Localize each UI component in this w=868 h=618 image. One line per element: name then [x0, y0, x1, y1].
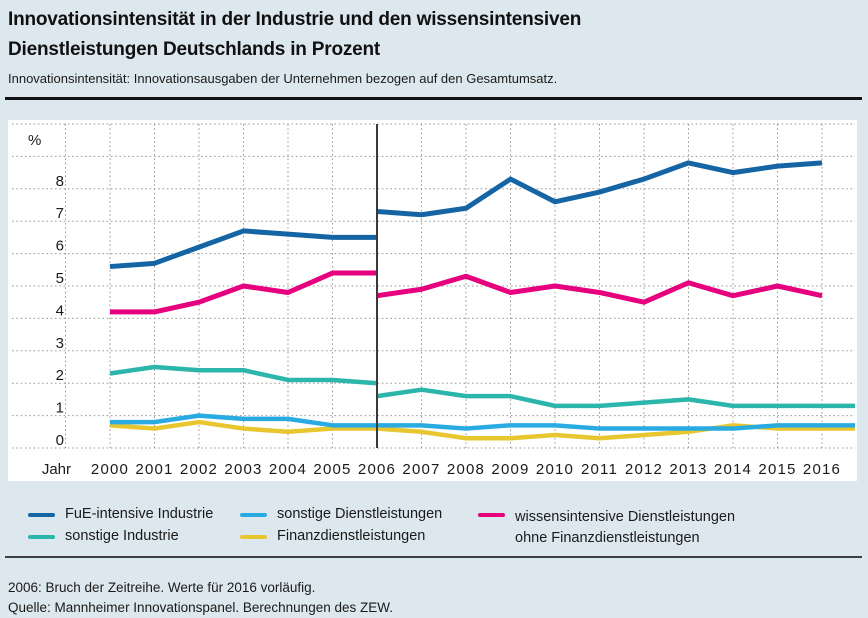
legend-item-fue-intensive-industrie: FuE-intensive Industrie [28, 506, 214, 523]
chart-subtitle: Innovationsintensität: Innovationsausgab… [8, 71, 558, 86]
legend-item-finanzdienstleistungen: Finanzdienstleistungen [240, 528, 426, 545]
svg-text:2007: 2007 [402, 461, 440, 478]
svg-text:3: 3 [56, 335, 64, 352]
legend-swatch-finanzdienstleistungen [240, 534, 267, 539]
svg-text:8: 8 [56, 173, 64, 190]
legend-label: sonstige Industrie [65, 528, 179, 544]
legend-label: Finanzdienstleistungen [277, 528, 426, 544]
legend-item-sonstige-dienstleistungen: sonstige Dienstleistungen [240, 506, 443, 523]
legend-label: sonstige Dienstleistungen [277, 506, 443, 522]
svg-text:2005: 2005 [313, 461, 351, 478]
top-divider [5, 97, 862, 100]
svg-text:%: % [28, 132, 41, 149]
footnote-source: Quelle: Mannheimer Innovationspanel. Ber… [8, 600, 393, 615]
legend-swatch-fue-intensive-industrie [28, 512, 55, 517]
svg-text:2000: 2000 [91, 461, 129, 478]
svg-text:2010: 2010 [536, 461, 574, 478]
svg-text:2008: 2008 [447, 461, 485, 478]
legend-divider [5, 556, 862, 558]
legend-swatch-sonstige-industrie [28, 534, 55, 539]
svg-text:Jahr: Jahr [42, 461, 71, 478]
svg-text:2004: 2004 [269, 461, 307, 478]
svg-text:4: 4 [56, 302, 64, 319]
svg-text:2: 2 [56, 367, 64, 384]
svg-text:2009: 2009 [491, 461, 529, 478]
title-line-2: Dienstleistungen Deutschlands in Prozent [8, 39, 381, 60]
page-title: Innovationsintensität in der Industrie u… [8, 5, 581, 65]
svg-text:2011: 2011 [581, 461, 618, 478]
svg-text:2002: 2002 [180, 461, 218, 478]
innovation-intensity-line-chart: % 0 1 2 3 4 5 6 7 8 2000 2001 2002 2003 2004 2005 2006 20… [12, 123, 855, 478]
svg-text:5: 5 [56, 270, 64, 287]
svg-text:2016: 2016 [803, 461, 841, 478]
svg-text:0: 0 [56, 432, 64, 449]
footnote-break-note: 2006: Bruch der Zeitreihe. Werte für 201… [8, 580, 316, 595]
svg-text:2012: 2012 [625, 461, 663, 478]
svg-text:1: 1 [56, 400, 64, 417]
chart-panel: % 0 1 2 3 4 5 6 7 8 2000 2001 2002 2003 2004 2005 2006 20… [8, 120, 857, 481]
legend-swatch-wissensintensive-dienstleistungen [478, 512, 505, 517]
svg-text:2015: 2015 [758, 461, 796, 478]
svg-text:2014: 2014 [714, 461, 752, 478]
legend-swatch-sonstige-dienstleistungen [240, 512, 267, 517]
legend-item-sonstige-industrie: sonstige Industrie [28, 528, 179, 545]
legend-label: FuE-intensive Industrie [65, 506, 214, 522]
legend-label: wissensintensive Dienstleistungen ohne F… [515, 509, 736, 546]
svg-text:2003: 2003 [224, 461, 262, 478]
svg-text:2006: 2006 [358, 461, 396, 478]
svg-text:7: 7 [56, 205, 64, 222]
svg-text:2013: 2013 [669, 461, 707, 478]
legend-item-wissensintensive-dienstleistungen: wissensintensive Dienstleistungen ohne F… [478, 507, 735, 549]
svg-text:2001: 2001 [135, 461, 173, 478]
svg-text:6: 6 [56, 238, 64, 255]
title-line-1: Innovationsintensität in der Industrie u… [8, 9, 582, 30]
